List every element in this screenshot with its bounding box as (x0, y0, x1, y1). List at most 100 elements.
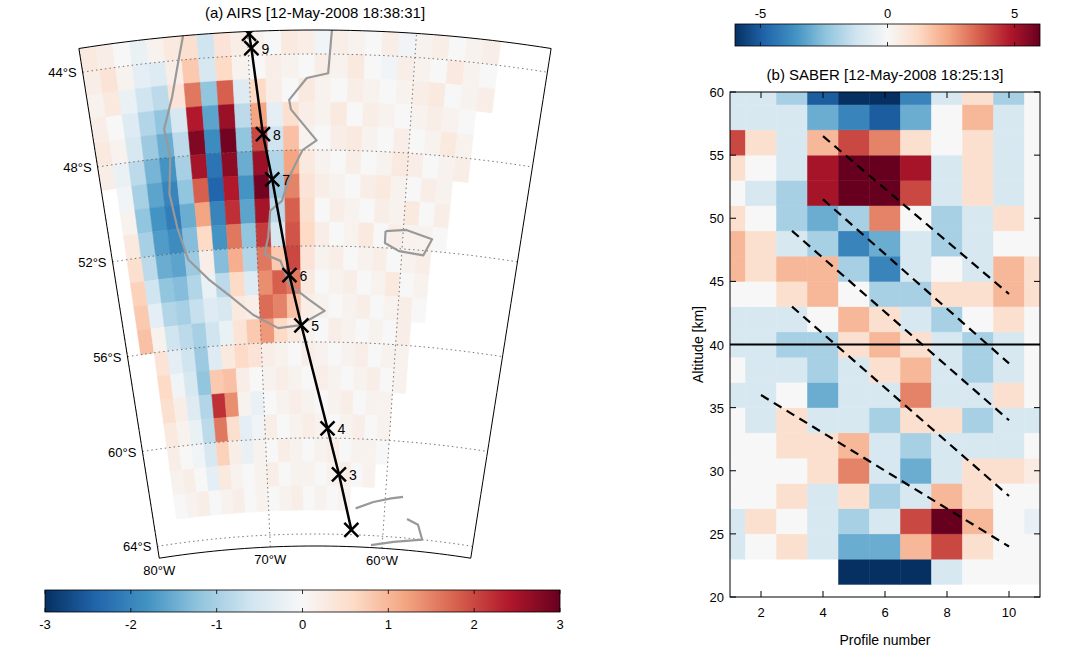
y-tick (1034, 155, 1040, 156)
airs-cell (356, 295, 371, 320)
airs-cell (222, 152, 239, 177)
airs-cell (330, 174, 346, 198)
y-tick-label: 40 (710, 338, 724, 353)
airs-cell (460, 85, 479, 111)
y-tick (730, 155, 736, 156)
airs-cell (206, 153, 223, 178)
airs-cell (159, 157, 177, 183)
saber-cell (901, 130, 932, 155)
saber-cell (932, 559, 963, 584)
profile-label: 3 (349, 467, 357, 483)
airs-cell (276, 390, 289, 414)
coastline (164, 30, 332, 328)
colorbar: -505 (735, 6, 1040, 46)
colorbar: -3-2-10123 (39, 590, 563, 632)
colorbar-label: 1 (385, 617, 392, 632)
airs-cell (203, 298, 219, 323)
airs-cell (225, 393, 239, 418)
airs-cell (197, 33, 216, 58)
airs-cell (410, 105, 428, 130)
airs-cell (177, 179, 194, 204)
colorbar-label: -3 (39, 617, 51, 632)
airs-cell (433, 203, 450, 228)
airs-cell (435, 179, 452, 204)
airs-cell (413, 274, 429, 299)
airs-cell (440, 132, 458, 157)
airs-cell (274, 318, 288, 342)
airs-cell (315, 78, 331, 102)
airs-cell (213, 249, 229, 274)
phase-line (761, 395, 1009, 547)
airs-cell (279, 486, 291, 510)
airs-cell (225, 200, 241, 225)
saber-cell (746, 105, 777, 130)
saber-cell (808, 509, 839, 534)
airs-cell (149, 62, 168, 88)
airs-cell (390, 176, 407, 201)
saber-cell (777, 509, 808, 534)
saber-cell (839, 307, 870, 332)
saber-cell (901, 433, 932, 458)
airs-cell (353, 391, 367, 415)
saber-cell (746, 408, 777, 433)
saber-cell (730, 155, 746, 180)
airs-cell (252, 415, 266, 440)
profile-label: 9 (261, 41, 269, 57)
airs-cell (377, 416, 391, 441)
airs-cell (365, 31, 383, 56)
saber-cell (932, 180, 963, 205)
airs-cell (393, 128, 410, 153)
airs-cell (189, 299, 205, 324)
airs-cell (204, 129, 221, 154)
saber-cell (932, 509, 963, 534)
airs-cell (300, 198, 315, 222)
saber-cell (777, 105, 808, 130)
saber-cell (1025, 180, 1041, 205)
airs-cell (141, 135, 159, 161)
y-tick (1034, 218, 1040, 219)
title: (a) AIRS [12-May-2008 18:38:31] (205, 4, 425, 21)
airs-cell (432, 35, 451, 60)
airs-cell (241, 440, 255, 465)
saber-cell (808, 357, 839, 382)
profile-marker (344, 523, 358, 537)
saber-cell (901, 382, 932, 407)
saber-cell (777, 155, 808, 180)
marker-stroke (344, 523, 358, 537)
marker-stroke (332, 467, 346, 481)
saber-cell (963, 281, 994, 306)
saber-cell (730, 105, 746, 130)
saber-cell (746, 281, 777, 306)
airs-cell (182, 59, 200, 84)
x-tick (885, 591, 886, 597)
airs-cell (358, 247, 373, 272)
airs-cell (404, 201, 421, 226)
grid-parallel (142, 438, 487, 452)
airs-cell (217, 80, 235, 105)
saber-cell (777, 307, 808, 332)
airs-cell (344, 246, 359, 270)
x-tick (1009, 591, 1010, 597)
airs-cell (303, 486, 315, 510)
saber-cell (1025, 483, 1041, 508)
saber-cell (901, 281, 932, 306)
airs-cell (394, 345, 409, 370)
airs-cell (348, 30, 365, 54)
airs-cell (244, 271, 259, 296)
airs-cell (208, 346, 223, 371)
saber-cell (1025, 92, 1041, 105)
saber-cell (839, 559, 870, 584)
x-tick (823, 92, 824, 98)
saber-cell (901, 483, 932, 508)
airs-cell (262, 367, 276, 391)
airs-cell (442, 108, 460, 133)
airs-cell (380, 368, 395, 393)
airs-cell (147, 183, 165, 209)
airs-cell (266, 439, 279, 463)
airs-cell (397, 56, 415, 81)
airs-cell (412, 81, 430, 106)
airs-cell (220, 489, 234, 514)
airs-cell (291, 486, 303, 510)
airs-cell (363, 439, 376, 464)
airs-cell (346, 126, 362, 150)
